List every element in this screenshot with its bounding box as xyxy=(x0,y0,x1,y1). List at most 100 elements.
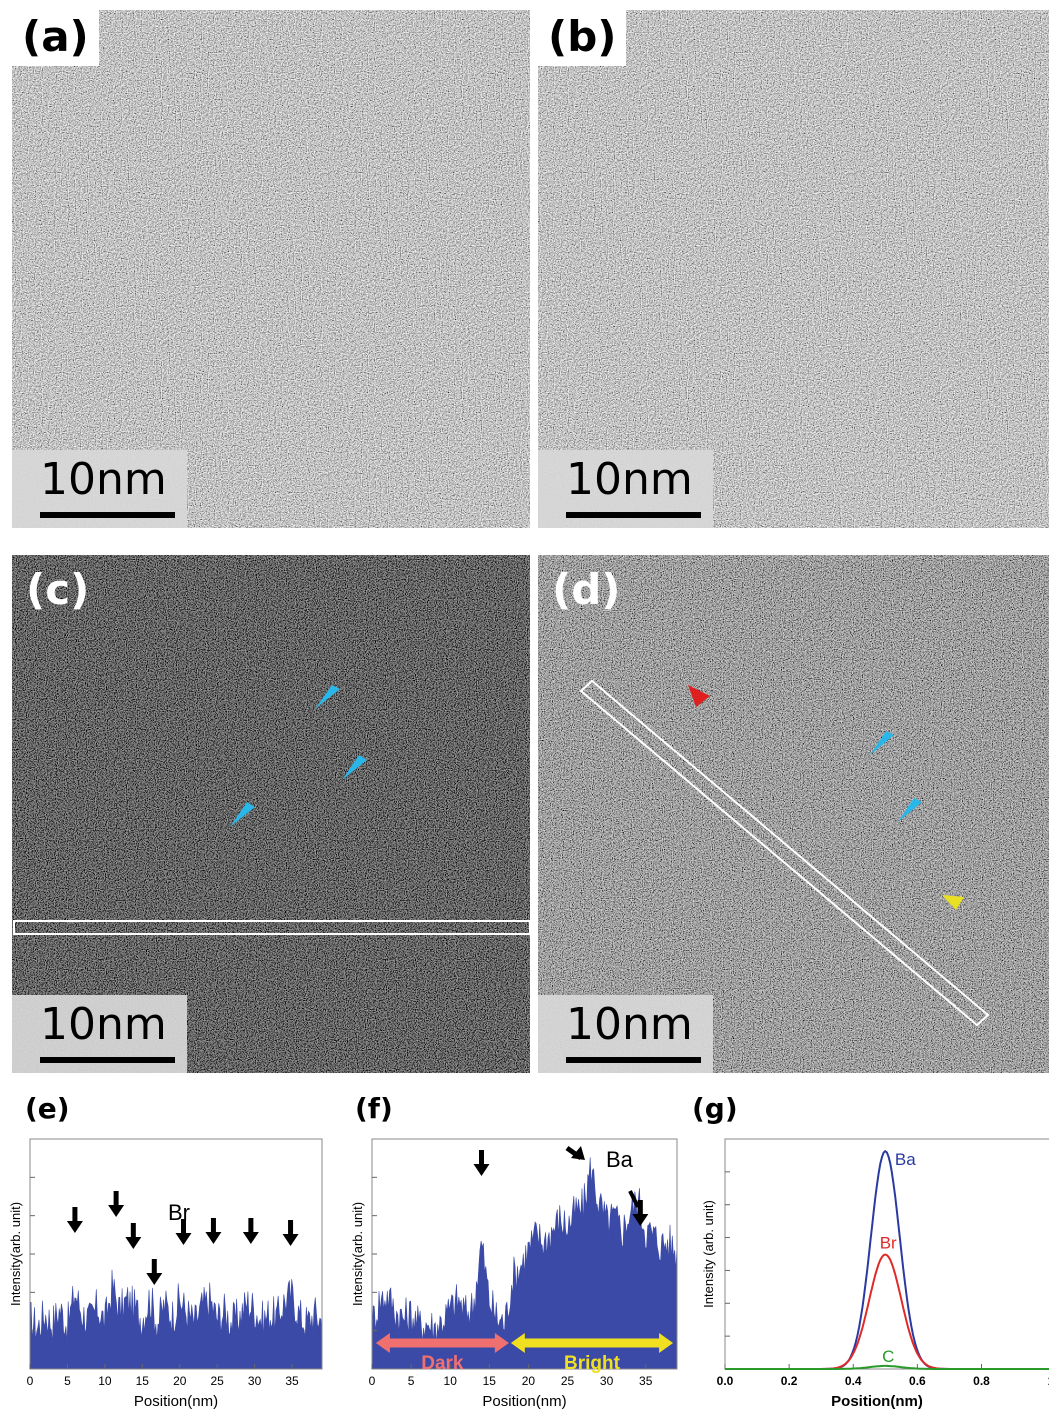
series-label-c: C xyxy=(882,1347,894,1366)
series-label-ba: Ba xyxy=(895,1150,916,1169)
scale-text-a: 10nm xyxy=(40,454,167,505)
arrow-cyan-3 xyxy=(230,802,255,827)
panel-c-stem-image: (c) 10nm xyxy=(12,555,530,1073)
chart-e-xtick-label: 0 xyxy=(27,1374,34,1388)
chart-e-xtick-label: 25 xyxy=(210,1374,224,1388)
scale-bar-a: 10nm xyxy=(12,450,187,528)
chart-f-xtick-label: 25 xyxy=(561,1374,575,1388)
br-element-label: Br xyxy=(168,1200,190,1225)
ba-element-label: Ba xyxy=(606,1147,634,1172)
arrow-cyan-d1 xyxy=(870,731,894,755)
br-arrow-2 xyxy=(108,1191,125,1217)
chart-f-xtick-label: 15 xyxy=(483,1374,497,1388)
chart-f-xtick-label: 5 xyxy=(408,1374,415,1388)
simulated-profile-chart: 0.0 0.2 0.4 0.6 0.8 1 Ba Br C Position(nm) Intensi… xyxy=(701,1138,1049,1410)
chart-f-xtick-label: 20 xyxy=(522,1374,536,1388)
panel-label-c: (c) xyxy=(26,565,90,614)
series-label-br: Br xyxy=(880,1234,897,1253)
br-arrow-7-head xyxy=(242,1232,259,1244)
bright-range-arrow-right xyxy=(659,1333,674,1353)
panel-label-a: (a) xyxy=(12,10,99,66)
stem-texture-d xyxy=(538,555,1049,1073)
arrow-yellow xyxy=(942,895,964,910)
chart-g-ylabel: Intensity (arb. unit) xyxy=(701,1200,716,1308)
ba-arrow-2 xyxy=(565,1145,585,1161)
chart-g-frame xyxy=(724,1138,1049,1370)
chart-g-xtick-label: 0.4 xyxy=(845,1374,862,1388)
ba-arrow-3-tilt xyxy=(628,1190,640,1208)
br-arrow-5-head xyxy=(175,1233,192,1245)
panel-d-overlay xyxy=(579,679,990,1027)
ba-arrow-1-head xyxy=(473,1164,490,1176)
chart-e-xtick-label: 10 xyxy=(98,1374,112,1388)
panel-label-d: (d) xyxy=(552,565,621,614)
series-line-ba xyxy=(725,1149,1049,1370)
chart-g-xtick-label: 0.0 xyxy=(717,1374,734,1388)
br-arrow-6 xyxy=(205,1218,222,1244)
scale-text-d: 10nm xyxy=(566,999,693,1050)
br-arrow-4-head xyxy=(146,1273,163,1285)
line-profile-chart-ba: 0 5 10 15 20 25 30 35 Position(nm) Intensity(arb.… xyxy=(350,1138,678,1410)
scale-bar-c: 10nm xyxy=(12,995,187,1073)
ba-arrow-3 xyxy=(632,1200,649,1226)
scale-bar-d: 10nm xyxy=(538,995,713,1073)
dark-range-arrow-right xyxy=(494,1333,509,1353)
br-arrow-1-head xyxy=(66,1221,83,1233)
arrow-cyan-2 xyxy=(342,755,367,780)
stem-texture-c xyxy=(12,555,530,1073)
scale-bar-b: 10nm xyxy=(538,450,713,528)
chart-g-xtick-label: 0.6 xyxy=(909,1374,926,1388)
panel-b-tem-image: (b) 10nm xyxy=(538,10,1049,528)
ba-arrow-1 xyxy=(473,1150,490,1176)
scale-line-d xyxy=(566,1057,701,1063)
chart-e-xtick-label: 35 xyxy=(285,1374,299,1388)
arrow-cyan-d2 xyxy=(898,798,922,822)
line-profile-chart-br: 0 5 10 15 20 25 30 35 Position(nm) Intensity(arb.… xyxy=(8,1138,323,1410)
br-arrow-3 xyxy=(125,1223,142,1249)
chart-e-area xyxy=(29,1269,323,1370)
br-arrow-5 xyxy=(175,1219,192,1245)
chart-f-ylabel: Intensity(arb. unit) xyxy=(350,1202,365,1306)
br-arrow-7 xyxy=(242,1218,259,1244)
scale-line-c xyxy=(40,1057,175,1063)
panel-d-stem-image: (d) 10nm xyxy=(538,555,1049,1073)
dark-range-arrow-left xyxy=(375,1333,390,1353)
chart-f-xlabel: Position(nm) xyxy=(482,1393,566,1410)
panel-c-overlay xyxy=(13,685,530,935)
br-arrow-4 xyxy=(146,1259,163,1285)
arrow-red xyxy=(688,685,710,707)
series-line-c xyxy=(725,1364,1049,1370)
chart-g-xtick-label: 1 xyxy=(1048,1374,1049,1388)
panel-a-tem-image: (a) 10nm xyxy=(12,10,530,528)
tem-texture-a xyxy=(12,10,530,528)
ba-arrow-2-head xyxy=(570,1146,585,1160)
scale-line-a xyxy=(40,512,175,518)
scale-text-b: 10nm xyxy=(566,454,693,505)
tem-texture-b xyxy=(538,10,1049,528)
plot-label-g: (g) xyxy=(692,1092,738,1125)
panel-label-b: (b) xyxy=(538,10,627,66)
chart-g-xtick-label: 0.8 xyxy=(973,1374,990,1388)
plot-label-f: (f) xyxy=(355,1092,393,1125)
scale-line-b xyxy=(566,512,701,518)
br-arrow-8 xyxy=(282,1220,299,1246)
bright-range-arrow-left xyxy=(510,1333,525,1353)
bright-label: Bright xyxy=(564,1353,621,1374)
chart-e-xtick-label: 20 xyxy=(173,1374,187,1388)
chart-e-ylabel: Intensity(arb. unit) xyxy=(8,1202,23,1306)
chart-f-xtick-label: 0 xyxy=(369,1374,376,1388)
dark-label: Dark xyxy=(421,1353,464,1374)
br-arrow-1 xyxy=(66,1207,83,1233)
chart-e-xtick-label: 30 xyxy=(248,1374,262,1388)
ba-arrow-3-head xyxy=(632,1214,649,1226)
chart-e-xtick-label: 5 xyxy=(64,1374,71,1388)
br-arrow-8-head xyxy=(282,1234,299,1246)
line-profile-box-d xyxy=(579,679,990,1027)
chart-f-xtick-label: 35 xyxy=(639,1374,653,1388)
br-arrow-2-head xyxy=(108,1205,125,1217)
chart-e-xlabel: Position(nm) xyxy=(134,1393,218,1410)
br-arrow-6-head xyxy=(205,1232,222,1244)
chart-g-xlabel: Position(nm) xyxy=(831,1393,923,1410)
scale-text-c: 10nm xyxy=(40,999,167,1050)
chart-f-xtick-label: 10 xyxy=(444,1374,458,1388)
